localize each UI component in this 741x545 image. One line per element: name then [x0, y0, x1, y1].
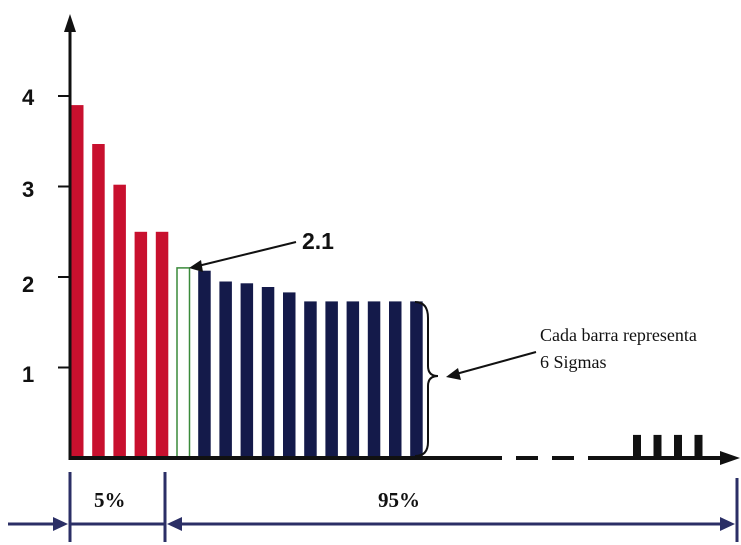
highlight-callout-arrowhead [189, 260, 203, 272]
bar-3 [113, 184, 126, 458]
tail-bar-2 [653, 434, 662, 458]
bar-13 [325, 301, 338, 458]
bar-5 [155, 231, 169, 459]
brace-note-arrow [455, 351, 537, 375]
brace-note-line2: 6 Sigmas [540, 352, 607, 372]
bar-11 [283, 292, 296, 458]
segment-label-5pct: 5% [94, 488, 126, 512]
bar-17 [410, 301, 423, 458]
bar-7 [198, 270, 211, 458]
bar-12 [304, 301, 317, 458]
tail-bar-3 [674, 434, 682, 458]
y-tick-label-4: 4 [22, 85, 35, 110]
tail-bars-group [633, 434, 703, 458]
segment-label-95pct: 95% [378, 488, 420, 512]
bar-4 [134, 231, 148, 459]
y-tick-label-1: 1 [22, 362, 34, 387]
right-brace [414, 301, 439, 457]
highlight-callout-arrow [197, 241, 297, 267]
bar-14 [346, 301, 360, 458]
brace-note-arrowhead [446, 368, 461, 380]
bar-2 [92, 144, 105, 458]
bar-16 [389, 301, 402, 458]
bar-1 [71, 105, 84, 458]
y-tick-label-2: 2 [22, 272, 34, 297]
segment-right-arrowhead-right [720, 517, 735, 531]
tail-bar-1 [633, 434, 641, 458]
tail-bar-4 [694, 434, 703, 458]
segment-left-arrowhead [53, 517, 68, 531]
y-tick-marks [58, 95, 70, 369]
bar-9 [240, 283, 254, 458]
highlight-value-label: 2.1 [302, 228, 334, 254]
bar-6 [176, 267, 191, 459]
bar-10 [261, 287, 275, 458]
x-axis-arrowhead [720, 451, 740, 465]
y-tick-label-3: 3 [22, 177, 34, 202]
y-axis-arrowhead [64, 14, 76, 32]
segment-right-arrowhead-left [167, 517, 182, 531]
bar-8 [219, 281, 232, 458]
bars-group [71, 105, 423, 459]
brace-note-line1: Cada barra representa [540, 325, 697, 345]
bar-15 [367, 301, 381, 458]
